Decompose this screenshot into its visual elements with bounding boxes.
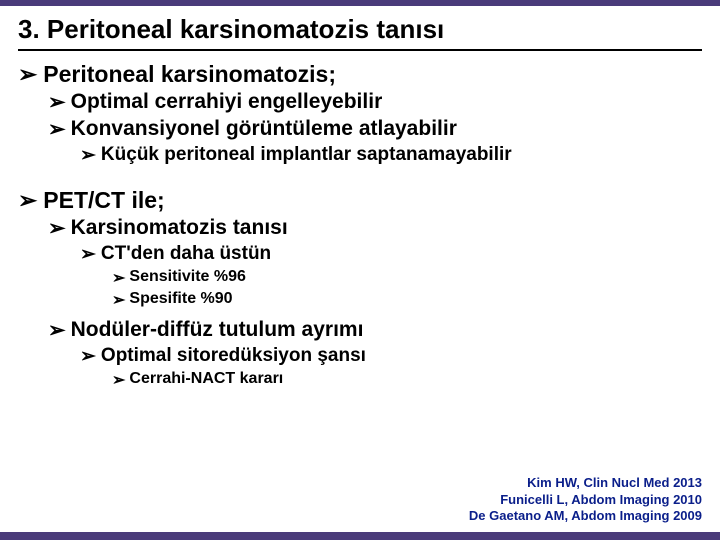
reference-line: De Gaetano AM, Abdom Imaging 2009 [469,508,702,524]
arrow-bullet-icon: ➢ [80,243,96,266]
arrow-bullet-icon: ➢ [18,187,37,214]
bullet-text: Spesifite %90 [129,290,232,308]
arrow-bullet-icon: ➢ [18,61,37,88]
arrow-bullet-icon: ➢ [48,318,66,343]
bottom-accent-bar [0,532,720,540]
arrow-bullet-icon: ➢ [112,290,125,310]
bullet-level-2: ➢Optimal cerrahiyi engelleyebilir [48,90,702,115]
bullet-text: Cerrahi-NACT kararı [129,370,283,388]
reference-line: Kim HW, Clin Nucl Med 2013 [469,475,702,491]
bullet-level-1: ➢Peritoneal karsinomatozis; [18,61,702,88]
bullet-level-4: ➢Spesifite %90 [112,290,702,310]
spacer [18,169,702,187]
bullet-level-3: ➢Küçük peritoneal implantlar saptanamaya… [80,144,702,167]
arrow-bullet-icon: ➢ [48,90,66,115]
bullet-level-4: ➢Cerrahi-NACT kararı [112,370,702,390]
bullet-level-3: ➢Optimal sitoredüksiyon şansı [80,345,702,368]
bullet-list: ➢Peritoneal karsinomatozis;➢Optimal cerr… [18,61,702,390]
bullet-level-2: ➢Nodüler-diffüz tutulum ayrımı [48,318,702,343]
bullet-text: Optimal cerrahiyi engelleyebilir [71,90,383,114]
arrow-bullet-icon: ➢ [112,370,125,390]
bullet-text: Optimal sitoredüksiyon şansı [101,345,366,367]
reference-block: Kim HW, Clin Nucl Med 2013Funicelli L, A… [469,475,702,524]
bullet-text: CT'den daha üstün [101,243,271,265]
bullet-text: Konvansiyonel görüntüleme atlayabilir [71,117,457,141]
arrow-bullet-icon: ➢ [48,216,66,241]
arrow-bullet-icon: ➢ [80,144,96,167]
arrow-bullet-icon: ➢ [112,268,125,288]
bullet-text: Sensitivite %96 [129,268,246,286]
slide-content: 3. Peritoneal karsinomatozis tanısı ➢Per… [0,6,720,390]
reference-line: Funicelli L, Abdom Imaging 2010 [469,492,702,508]
bullet-level-3: ➢CT'den daha üstün [80,243,702,266]
bullet-text: Karsinomatozis tanısı [71,216,288,240]
arrow-bullet-icon: ➢ [48,117,66,142]
bullet-text: Nodüler-diffüz tutulum ayrımı [71,318,364,342]
bullet-level-2: ➢Konvansiyonel görüntüleme atlayabilir [48,117,702,142]
slide-title: 3. Peritoneal karsinomatozis tanısı [18,14,702,51]
bullet-text: PET/CT ile; [43,187,164,214]
bullet-text: Küçük peritoneal implantlar saptanamayab… [101,144,512,166]
bullet-text: Peritoneal karsinomatozis; [43,61,336,88]
bullet-level-2: ➢Karsinomatozis tanısı [48,216,702,241]
bullet-level-4: ➢Sensitivite %96 [112,268,702,288]
bullet-level-1: ➢PET/CT ile; [18,187,702,214]
arrow-bullet-icon: ➢ [80,345,96,368]
